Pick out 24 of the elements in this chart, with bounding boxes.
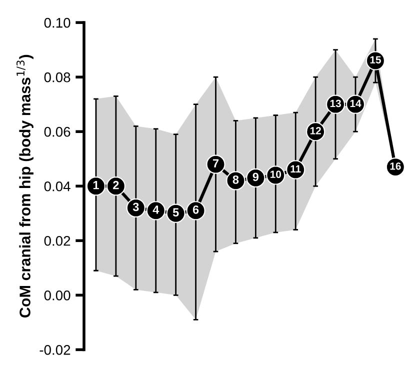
x-tick-label: 12 (310, 127, 321, 134)
x-tick-label: 9 (252, 172, 259, 182)
x-tick-label: 4 (152, 206, 160, 214)
x-tick-label: 2 (113, 180, 119, 190)
x-tick-label: 6 (192, 205, 199, 214)
x-tick-label: 10 (270, 170, 282, 178)
y-tick-label: 0.00 (44, 290, 70, 300)
y-tick-label: 0.10 (44, 18, 70, 28)
x-tick-label: 7 (212, 159, 219, 168)
x-tick-label: 8 (232, 175, 239, 184)
y-tick-label: 0.04 (44, 181, 70, 192)
y-tick-label: 0.06 (44, 126, 70, 137)
x-tick-label: 14 (350, 100, 362, 108)
y-tick-label: -0.02 (40, 345, 70, 355)
x-tick-label: 5 (172, 208, 179, 217)
x-tick-label: 16 (390, 162, 401, 170)
y-tick-label: 0.02 (44, 236, 70, 246)
x-tick-label: 11 (290, 165, 301, 172)
x-tick-label: 15 (370, 56, 381, 64)
x-tick-label: 1 (93, 181, 99, 190)
x-tick-label: 3 (132, 202, 139, 212)
x-tick-label: 13 (330, 100, 341, 108)
y-axis-title: CoM cranial from hip (body mass$^{1/3}$) (16, 54, 34, 318)
y-tick-label: 0.08 (44, 72, 70, 82)
